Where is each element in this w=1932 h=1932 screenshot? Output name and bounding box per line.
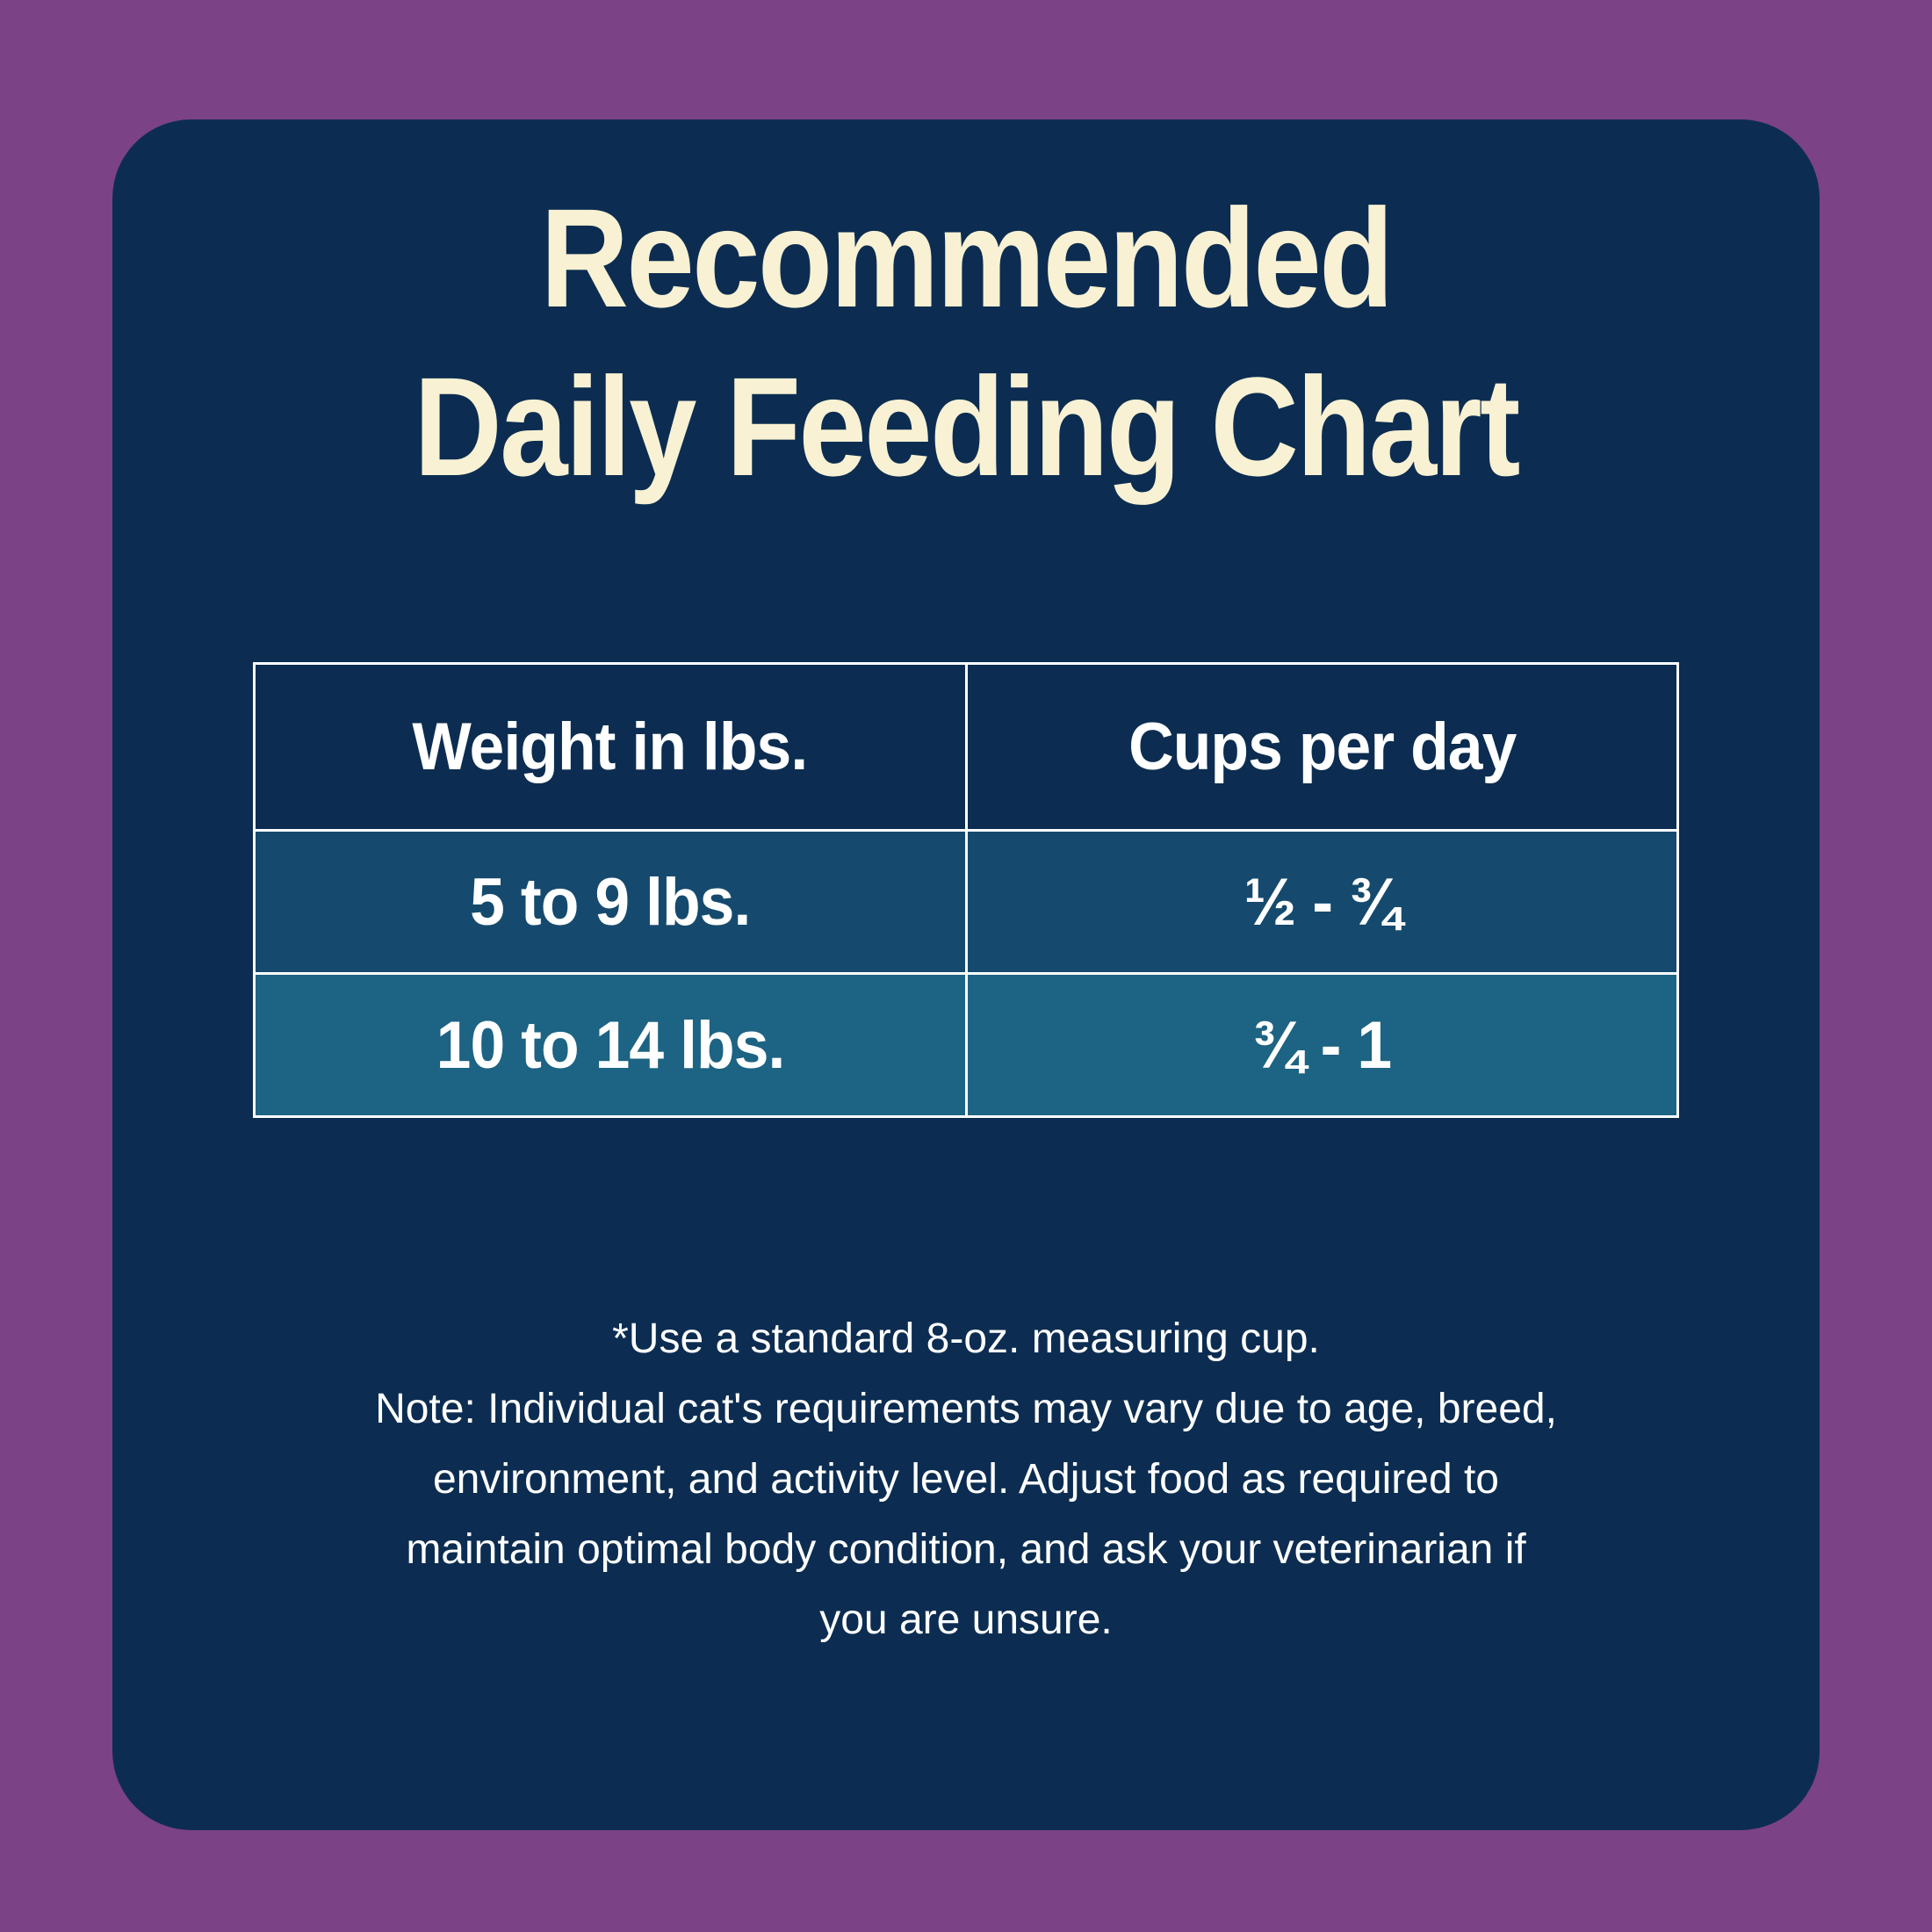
chart-title: Recommended Daily Feeding Chart [223, 174, 1708, 511]
cups-cell-row1: ½ - ¾ [964, 829, 1679, 975]
title-line-2: Daily Feeding Chart [414, 348, 1520, 505]
header-cell-weight: Weight in lbs. [253, 662, 968, 832]
feeding-card: Recommended Daily Feeding Chart Weight i… [112, 119, 1820, 1830]
feeding-table-container: Weight in lbs. Cups per day 5 to 9 lbs. … [253, 662, 1679, 1118]
weight-value-row2: 10 to 14 lbs. [436, 1007, 785, 1083]
cups-cell-row2: ¾ - 1 [964, 972, 1679, 1118]
weight-cell-row1: 5 to 9 lbs. [253, 829, 968, 975]
table-row: 10 to 14 lbs. ¾ - 1 [253, 972, 1679, 1118]
table-header-row: Weight in lbs. Cups per day [253, 662, 1679, 832]
title-line-1: Recommended [540, 179, 1394, 336]
feeding-table: Weight in lbs. Cups per day 5 to 9 lbs. … [253, 662, 1679, 1118]
footnote-text: *Use a standard 8-oz. measuring cup. Not… [375, 1316, 1557, 1643]
weight-value-row1: 5 to 9 lbs. [470, 864, 751, 940]
table-row: 5 to 9 lbs. ½ - ¾ [253, 829, 1679, 975]
cups-value-row1: ½ - ¾ [1244, 864, 1401, 940]
header-cups-label: Cups per day [1128, 710, 1517, 784]
cups-value-row2: ¾ - 1 [1252, 1007, 1392, 1083]
header-cell-cups: Cups per day [964, 662, 1679, 832]
weight-cell-row2: 10 to 14 lbs. [253, 972, 968, 1118]
header-weight-label: Weight in lbs. [412, 710, 809, 784]
